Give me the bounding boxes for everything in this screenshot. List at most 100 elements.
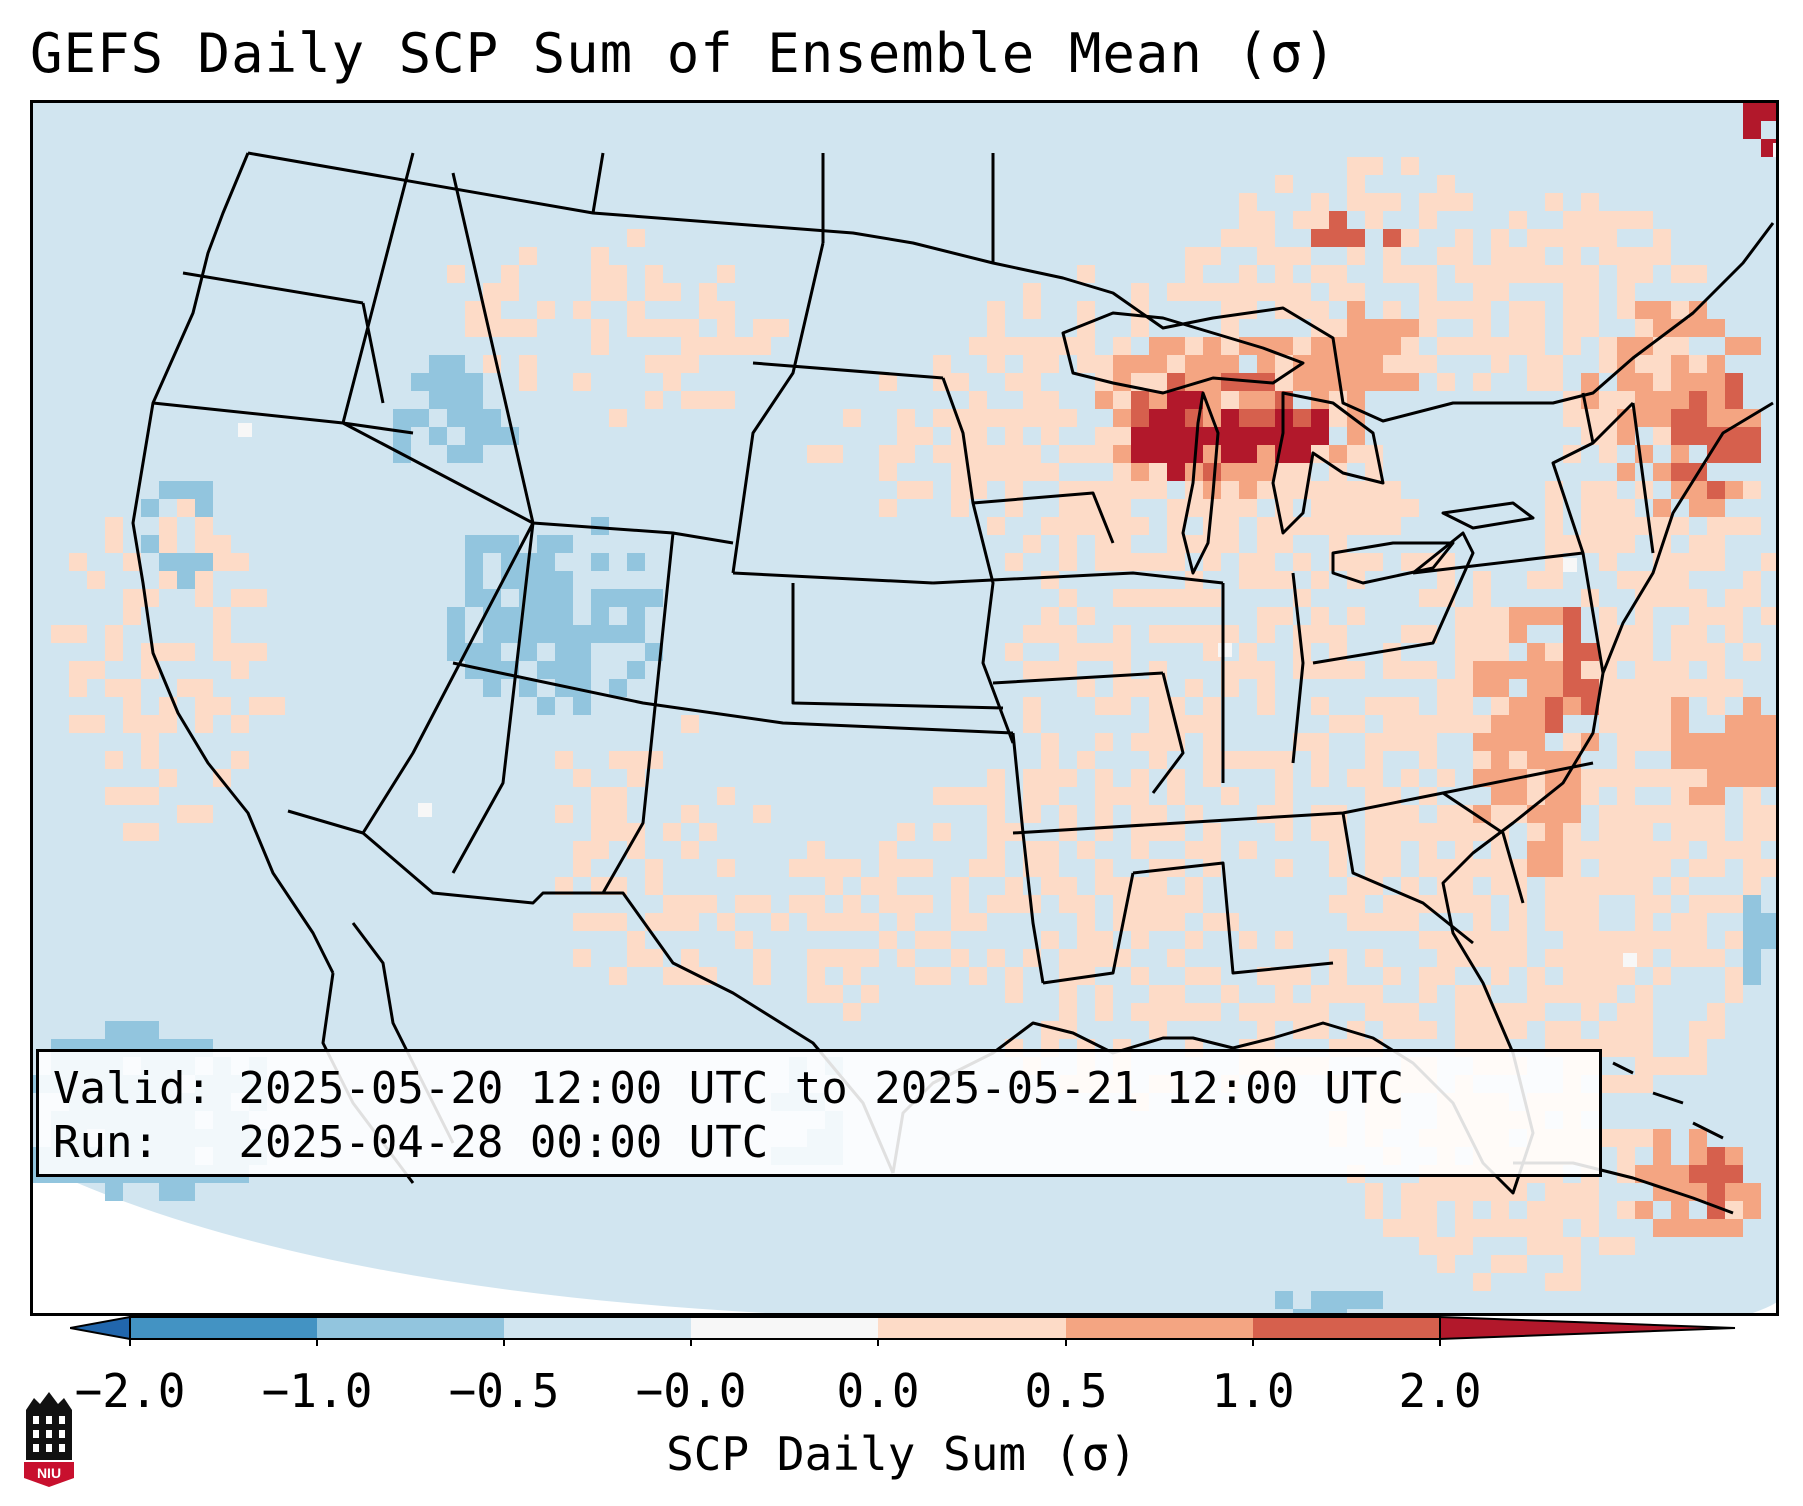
anomaly-cell: [987, 445, 1005, 463]
anomaly-cell: [1653, 229, 1671, 247]
anomaly-cell: [1275, 337, 1293, 355]
anomaly-cell: [1617, 1129, 1635, 1147]
anomaly-cell: [1653, 769, 1671, 787]
anomaly-cell: [1707, 427, 1725, 445]
anomaly-cell: [969, 337, 987, 355]
anomaly-cell: [69, 679, 87, 697]
anomaly-cell: [1473, 607, 1491, 625]
anomaly-cell: [1167, 409, 1185, 427]
anomaly-cell: [1239, 553, 1257, 571]
anomaly-cell: [1275, 283, 1293, 301]
anomaly-cell: [1383, 787, 1401, 805]
anomaly-cell: [1095, 355, 1113, 373]
anomaly-cell: [1419, 265, 1437, 283]
anomaly-cell: [1671, 1165, 1689, 1183]
anomaly-cell: [1167, 445, 1185, 463]
anomaly-cell: [51, 625, 69, 643]
anomaly-cell: [1437, 301, 1455, 319]
anomaly-cell: [879, 373, 897, 391]
anomaly-cell: [555, 805, 573, 823]
anomaly-cell: [1617, 373, 1635, 391]
anomaly-cell: [717, 265, 735, 283]
anomaly-cell: [1743, 877, 1761, 895]
anomaly-cell: [717, 913, 735, 931]
anomaly-cell: [1599, 769, 1617, 787]
anomaly-cell: [1563, 895, 1581, 913]
anomaly-cell: [159, 715, 177, 733]
anomaly-cell: [1689, 625, 1707, 643]
anomaly-cell: [1113, 427, 1131, 445]
anomaly-cell: [1671, 769, 1689, 787]
anomaly-cell: [1671, 553, 1689, 571]
anomaly-cell: [753, 319, 771, 337]
anomaly-cell: [1725, 517, 1743, 535]
anomaly-cell: [1311, 985, 1329, 1003]
bahamas: [1612, 1061, 1724, 1140]
anomaly-cell: [393, 409, 411, 427]
anomaly-cell: [1761, 769, 1776, 787]
anomaly-cell: [1725, 985, 1743, 1003]
anomaly-cell: [1221, 751, 1239, 769]
anomaly-cell: [771, 913, 789, 931]
anomaly-cell: [1419, 715, 1437, 733]
colorbar-segment: [1253, 1317, 1440, 1339]
anomaly-cell: [1743, 913, 1761, 931]
anomaly-cell: [1365, 157, 1383, 175]
anomaly-cell: [1239, 445, 1257, 463]
anomaly-cell: [1221, 535, 1239, 553]
anomaly-cell: [861, 949, 879, 967]
anomaly-cell: [1455, 193, 1473, 211]
anomaly-cell: [969, 391, 987, 409]
anomaly-cell: [1275, 535, 1293, 553]
anomaly-cell: [1059, 625, 1077, 643]
anomaly-cell: [1509, 265, 1527, 283]
anomaly-cell: [1653, 859, 1671, 877]
anomaly-cell: [1113, 643, 1131, 661]
anomaly-cell: [861, 913, 879, 931]
anomaly-cell: [1149, 553, 1167, 571]
anomaly-cell: [1773, 143, 1776, 157]
anomaly-cell: [1347, 895, 1365, 913]
anomaly-cell: [1113, 877, 1131, 895]
anomaly-cell: [1131, 391, 1149, 409]
anomaly-cell: [1347, 499, 1365, 517]
anomaly-cell: [1275, 571, 1293, 589]
anomaly-cell: [1635, 409, 1653, 427]
anomaly-cell: [1491, 697, 1509, 715]
colorbar-segment: [504, 1317, 691, 1339]
anomaly-cell: [1095, 931, 1113, 949]
anomaly-cell: [1041, 751, 1059, 769]
anomaly-cell: [609, 751, 627, 769]
anomaly-cell: [1275, 481, 1293, 499]
anomaly-cell: [1707, 769, 1725, 787]
anomaly-cell: [1707, 535, 1725, 553]
anomaly-cell: [1689, 1219, 1707, 1237]
anomaly-cell: [483, 625, 501, 643]
anomaly-cell: [141, 535, 159, 553]
anomaly-cell: [1203, 463, 1221, 481]
anomaly-cell: [1653, 841, 1671, 859]
anomaly-cell: [1149, 913, 1167, 931]
anomaly-cell: [645, 949, 663, 967]
anomaly-cell: [1671, 1219, 1689, 1237]
anomaly-cell: [1707, 553, 1725, 571]
anomaly-cell: [1563, 337, 1581, 355]
anomaly-cell: [1113, 697, 1131, 715]
anomaly-cell: [1653, 499, 1671, 517]
anomaly-cell: [1365, 1201, 1383, 1219]
anomaly-cell: [195, 805, 213, 823]
anomaly-cell: [1293, 247, 1311, 265]
anomaly-cell: [825, 949, 843, 967]
anomaly-cell: [1077, 841, 1095, 859]
anomaly-cell: [1743, 805, 1761, 823]
anomaly-cell: [933, 787, 951, 805]
anomaly-cell: [411, 409, 429, 427]
anomaly-cell: [1671, 751, 1689, 769]
anomaly-cell: [1311, 409, 1329, 427]
anomaly-cell: [1203, 553, 1221, 571]
colorbar-label: SCP Daily Sum (σ): [666, 1427, 1137, 1481]
anomaly-cell: [1671, 463, 1689, 481]
anomaly-cell: [1527, 967, 1545, 985]
anomaly-cell: [1455, 877, 1473, 895]
anomaly-cell: [195, 715, 213, 733]
